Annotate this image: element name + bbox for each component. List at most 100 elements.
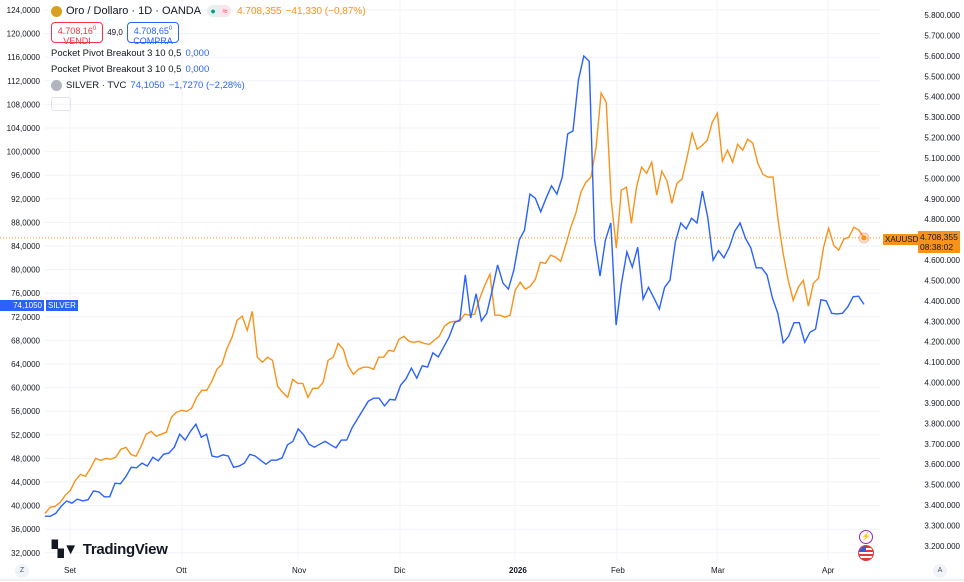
left-axis-tick: 60,0000 (11, 384, 40, 393)
left-axis-tick: 48,0000 (11, 454, 40, 463)
right-axis-tick: 3.300.000 (924, 522, 960, 531)
left-axis-tick: 32,0000 (11, 549, 40, 558)
right-axis-tick: 3.700.000 (924, 440, 960, 449)
right-axis-tick: 4.100.000 (924, 358, 960, 367)
right-axis-tick: 3.900.000 (924, 399, 960, 408)
gold-symbol-icon (51, 5, 62, 17)
auto-scale-button[interactable]: A (933, 564, 947, 578)
tradingview-watermark[interactable]: ▚▼ TradingView (52, 540, 168, 559)
xau-price: 4.708,355 (920, 232, 958, 242)
left-axis-tick: 56,0000 (11, 407, 40, 416)
sell-price-sup: 0 (92, 26, 97, 32)
compare-value: 74,1050 (130, 79, 165, 91)
right-axis-tick: 3.500.000 (924, 481, 960, 490)
trade-buttons: 4.708,160 VENDI 49,0 4.708,650 COMPRA (51, 22, 370, 46)
watermark-text: TradingView (82, 540, 168, 558)
us-flag-event-icon[interactable] (858, 545, 874, 561)
spread: 49,0 (107, 28, 123, 37)
indicator-value: 0,000 (185, 63, 210, 75)
right-price-axis[interactable]: 5.800.000 5.700.000 5.600.000 5.500.000 5.40… (924, 11, 960, 551)
right-axis-tick: 4.200.000 (924, 338, 960, 347)
right-axis-tick: 4.500.000 (924, 276, 960, 285)
xauusd-axis-tag: XAUUSD (883, 234, 921, 245)
right-axis-tick: 3.800.000 (924, 419, 960, 428)
time-axis-label: Feb (611, 566, 625, 575)
buy-price-sup: 0 (168, 26, 173, 32)
silver-series-line (45, 54, 865, 517)
right-axis-tick: 5.800.000 (924, 11, 960, 20)
right-axis-tick: 5.300.000 (924, 113, 960, 122)
right-axis-tick: 3.200.000 (924, 542, 960, 551)
left-price-axis[interactable]: 124,0000 120,0000 116,0000 112,0000 108,0000… (7, 6, 41, 558)
silver-price-label: 74,1050 (0, 300, 44, 311)
right-axis-tick: 4.800.000 (924, 215, 960, 224)
left-axis-tick: 84,0000 (11, 242, 40, 251)
buy-label: COMPRA (133, 36, 173, 46)
right-axis-tick: 5.100.000 (924, 154, 960, 163)
time-axis-label: Mar (711, 566, 725, 575)
silver-axis-tag: SILVER (46, 300, 78, 311)
main-symbol-row[interactable]: Oro / Dollaro · 1D · OANDA ● ≈ 4.708,355… (51, 3, 370, 19)
event-lightning-icon[interactable]: ⚡ (859, 530, 873, 544)
sell-button[interactable]: 4.708,160 VENDI (51, 22, 103, 46)
market-open-dot-icon: ● (207, 5, 220, 17)
right-axis-tick: 5.700.000 (924, 31, 960, 40)
right-axis-tick: 4.300.000 (924, 317, 960, 326)
compare-name: SILVER · TVC (66, 79, 127, 91)
indicator-row[interactable]: Pocket Pivot Breakout 3 10 0,5 0,000 (51, 45, 370, 61)
delayed-icon: ≈ (219, 5, 232, 17)
right-axis-tick: 5.600.000 (924, 52, 960, 61)
left-axis-tick: 64,0000 (11, 360, 40, 369)
indicator-name: Pocket Pivot Breakout 3 10 0,5 (51, 63, 182, 75)
symbol-title[interactable]: Oro / Dollaro · 1D · OANDA (66, 5, 202, 17)
xauusd-price-label: 4.708,355 08:38:02 (918, 231, 960, 253)
time-axis-label: 2026 (509, 566, 527, 575)
left-axis-tick: 52,0000 (11, 431, 40, 440)
price-change: −41,330 (−0,87%) (285, 5, 366, 17)
silver-symbol-icon (51, 79, 62, 91)
left-axis-tick: 124,0000 (7, 6, 41, 15)
time-axis-label: Ott (176, 566, 187, 575)
left-axis-tick: 96,0000 (11, 171, 40, 180)
right-axis-tick: 4.900.000 (924, 195, 960, 204)
right-axis-tick: 5.500.000 (924, 72, 960, 81)
right-axis-tick: 5.200.000 (924, 134, 960, 143)
last-price: 4.708,355 (237, 5, 282, 17)
buy-price: 4.708,65 (133, 26, 169, 36)
left-axis-tick: 116,0000 (7, 53, 40, 62)
right-axis-tick: 4.000.000 (924, 379, 960, 388)
left-axis-tick: 36,0000 (11, 525, 40, 534)
right-axis-tick: 3.400.000 (924, 501, 960, 510)
left-axis-tick: 80,0000 (11, 266, 40, 275)
right-axis-tick: 5.400.000 (924, 93, 960, 102)
left-axis-tick: 44,0000 (11, 478, 40, 487)
right-axis-tick: 3.600.000 (924, 460, 960, 469)
gold-series-line (44, 90, 865, 514)
time-axis-label: Dic (394, 566, 406, 575)
indicator-row[interactable]: Pocket Pivot Breakout 3 10 0,5 0,000 (51, 61, 370, 77)
time-axis-label: Set (64, 566, 77, 575)
left-axis-tick: 120,0000 (7, 30, 41, 39)
market-status[interactable]: ● ≈ (207, 5, 232, 17)
sell-price: 4.708,16 (57, 26, 93, 36)
left-axis-tick: 88,0000 (11, 218, 40, 227)
compare-change: −1,7270 (−2,28%) (168, 79, 245, 91)
buy-button[interactable]: 4.708,650 COMPRA (127, 22, 179, 46)
legend-collapse-button[interactable] (51, 97, 71, 111)
indicator-name: Pocket Pivot Breakout 3 10 0,5 (51, 47, 182, 59)
timezone-button[interactable]: Z (15, 564, 29, 578)
left-axis-tick: 68,0000 (11, 336, 40, 345)
right-axis-tick: 4.600.000 (924, 256, 960, 265)
left-axis-tick: 108,0000 (7, 100, 41, 109)
left-axis-tick: 76,0000 (11, 289, 40, 298)
chart-legend: Oro / Dollaro · 1D · OANDA ● ≈ 4.708,355… (51, 3, 370, 93)
left-axis-tick: 112,0000 (7, 77, 40, 86)
compare-symbol-row[interactable]: SILVER · TVC 74,1050 −1,7270 (−2,28%) (51, 77, 370, 93)
time-axis-label: Nov (292, 566, 307, 575)
right-axis-tick: 4.400.000 (924, 297, 960, 306)
tradingview-logo-icon: ▚▼ (52, 541, 78, 558)
last-price-marker (861, 235, 867, 241)
left-axis-tick: 40,0000 (11, 502, 40, 511)
time-axis-label: Apr (822, 566, 835, 575)
